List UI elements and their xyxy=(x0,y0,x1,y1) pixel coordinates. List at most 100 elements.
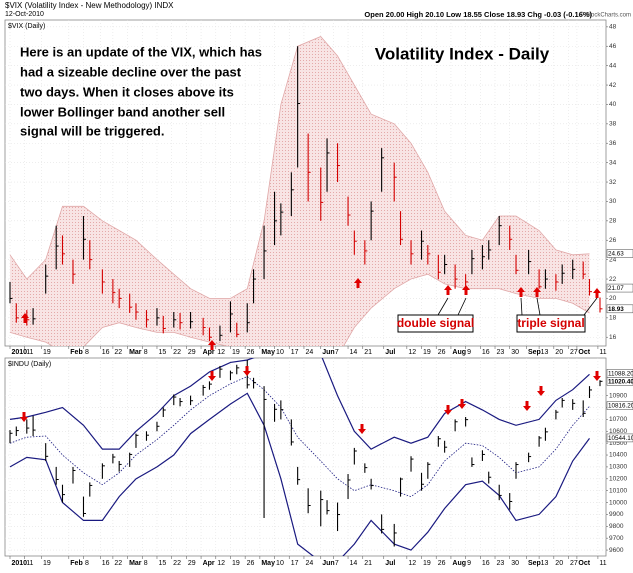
value-badge-label: 10816.20 xyxy=(608,403,633,410)
chart-title: Volatility Index - Daily xyxy=(375,44,550,63)
signal-arrow xyxy=(458,399,466,409)
x-tick-label: Feb xyxy=(70,349,82,356)
x-tick-label: 23 xyxy=(497,560,505,567)
x-tick-label: 19 xyxy=(423,349,431,356)
symbol: $VIX (Volatility Index - New Methodology… xyxy=(5,1,174,10)
x-tick-label: 8 xyxy=(85,349,89,356)
y-tick-label: 26 xyxy=(609,237,617,244)
signal-arrow xyxy=(243,366,251,376)
x-tick-label: 26 xyxy=(247,560,255,567)
x-tick-label: 22 xyxy=(173,560,181,567)
x-tick-label: Jul xyxy=(385,560,395,567)
x-tick-label: 26 xyxy=(438,349,446,356)
annotation-line: lower Bollinger band another sell xyxy=(20,104,225,119)
signal-arrow xyxy=(444,405,452,415)
panel xyxy=(5,20,606,346)
y-tick-label: 16 xyxy=(609,334,617,341)
x-tick-label: 14 xyxy=(350,349,358,356)
x-tick-label: May xyxy=(261,560,275,567)
signal-arrow xyxy=(444,285,452,295)
x-tick-label: 30 xyxy=(511,560,519,567)
band-upper xyxy=(9,36,590,299)
x-tick-label: 12 xyxy=(217,349,225,356)
x-tick-label: 17 xyxy=(291,349,299,356)
y-tick-label: 34 xyxy=(609,159,617,166)
x-tick-label: Sep xyxy=(528,349,541,356)
band-upper xyxy=(9,358,590,450)
x-tick-label: 21 xyxy=(364,560,372,567)
x-tick-label: 27 xyxy=(570,560,578,567)
x-tick-label: Sep xyxy=(528,560,541,567)
signal-arrow xyxy=(21,313,29,323)
x-tick-label: Mar xyxy=(129,560,142,567)
signal-arrow xyxy=(462,285,470,295)
y-tick-label: 10500 xyxy=(609,440,627,447)
x-tick-label: Aug xyxy=(452,349,466,356)
x-tick-label: 9 xyxy=(467,560,471,567)
x-tick-label: 12 xyxy=(408,349,416,356)
y-tick-label: 10000 xyxy=(609,499,627,506)
value-badge xyxy=(606,283,633,293)
x-tick-label: 8 xyxy=(144,560,148,567)
y-tick-label: 42 xyxy=(609,82,617,89)
x-tick-label: 30 xyxy=(511,349,519,356)
y-tick-label: 24 xyxy=(609,256,617,263)
x-tick-label: 16 xyxy=(102,349,110,356)
annotation-line: two days. When it closes above its xyxy=(20,84,234,99)
signal-label: triple signal xyxy=(517,316,584,330)
x-tick-label: 11 xyxy=(599,560,606,567)
annotation: Here is an update of the VIX, which has … xyxy=(20,44,262,138)
x-tick-label: 10 xyxy=(276,560,284,567)
y-tick-label: 32 xyxy=(609,179,617,186)
x-tick-label: 14 xyxy=(350,560,358,567)
signal-arrow xyxy=(533,287,541,297)
annotation-line: Here is an update of the VIX, which has xyxy=(20,44,262,59)
x-tick-label: 17 xyxy=(291,560,299,567)
y-tick-label: 30 xyxy=(609,198,617,205)
signal-arrow xyxy=(358,424,366,434)
value-badge xyxy=(606,304,633,314)
panel xyxy=(5,358,606,556)
legend: $VIX (Daily) xyxy=(8,23,45,30)
x-tick-label: 21 xyxy=(364,349,372,356)
x-tick-label: Jun xyxy=(322,560,334,567)
value-badge xyxy=(606,377,633,386)
x-tick-label: 16 xyxy=(482,560,490,567)
x-tick-label: Oct xyxy=(578,349,590,356)
x-tick-label: 29 xyxy=(188,349,196,356)
signal-arrow xyxy=(537,386,545,396)
value-badge xyxy=(606,433,633,443)
y-tick-label: 10300 xyxy=(609,464,627,471)
x-tick-label: 22 xyxy=(173,349,181,356)
x-tick-label: 10 xyxy=(276,349,284,356)
x-tick-label: May xyxy=(261,349,275,356)
x-tick-label: 11 xyxy=(26,560,33,567)
y-tick-label: 18 xyxy=(609,315,617,322)
pointer xyxy=(457,297,467,316)
x-tick-label: 16 xyxy=(482,349,490,356)
annotation-line: signal will be triggered. xyxy=(20,123,164,138)
x-tick-label: 29 xyxy=(188,560,196,567)
y-tick-label: 20 xyxy=(609,295,617,302)
x-tick-label: 23 xyxy=(497,349,505,356)
x-tick-label: 19 xyxy=(423,560,431,567)
signal-label: double signal xyxy=(397,316,474,330)
x-tick-label: 7 xyxy=(335,349,339,356)
x-tick-label: 11 xyxy=(599,349,606,356)
x-tick-label: 12 xyxy=(217,560,225,567)
x-tick-label: Mar xyxy=(129,349,142,356)
x-tick-label: 27 xyxy=(570,349,578,356)
value-badge-label: 18.93 xyxy=(608,306,624,313)
y-tick-label: 22 xyxy=(609,276,617,283)
x-tick-label: 24 xyxy=(305,560,313,567)
x-tick-label: 22 xyxy=(114,560,122,567)
y-tick-label: 36 xyxy=(609,140,617,147)
x-tick-label: Jul xyxy=(385,349,395,356)
x-tick-label: 16 xyxy=(102,560,110,567)
signal-box xyxy=(397,314,474,333)
signal-box xyxy=(516,314,586,333)
signal-boxes: double signal triple signal xyxy=(397,297,598,333)
x-tick-label: Feb xyxy=(70,560,82,567)
arrows xyxy=(20,278,601,434)
signal-arrow xyxy=(593,288,601,298)
